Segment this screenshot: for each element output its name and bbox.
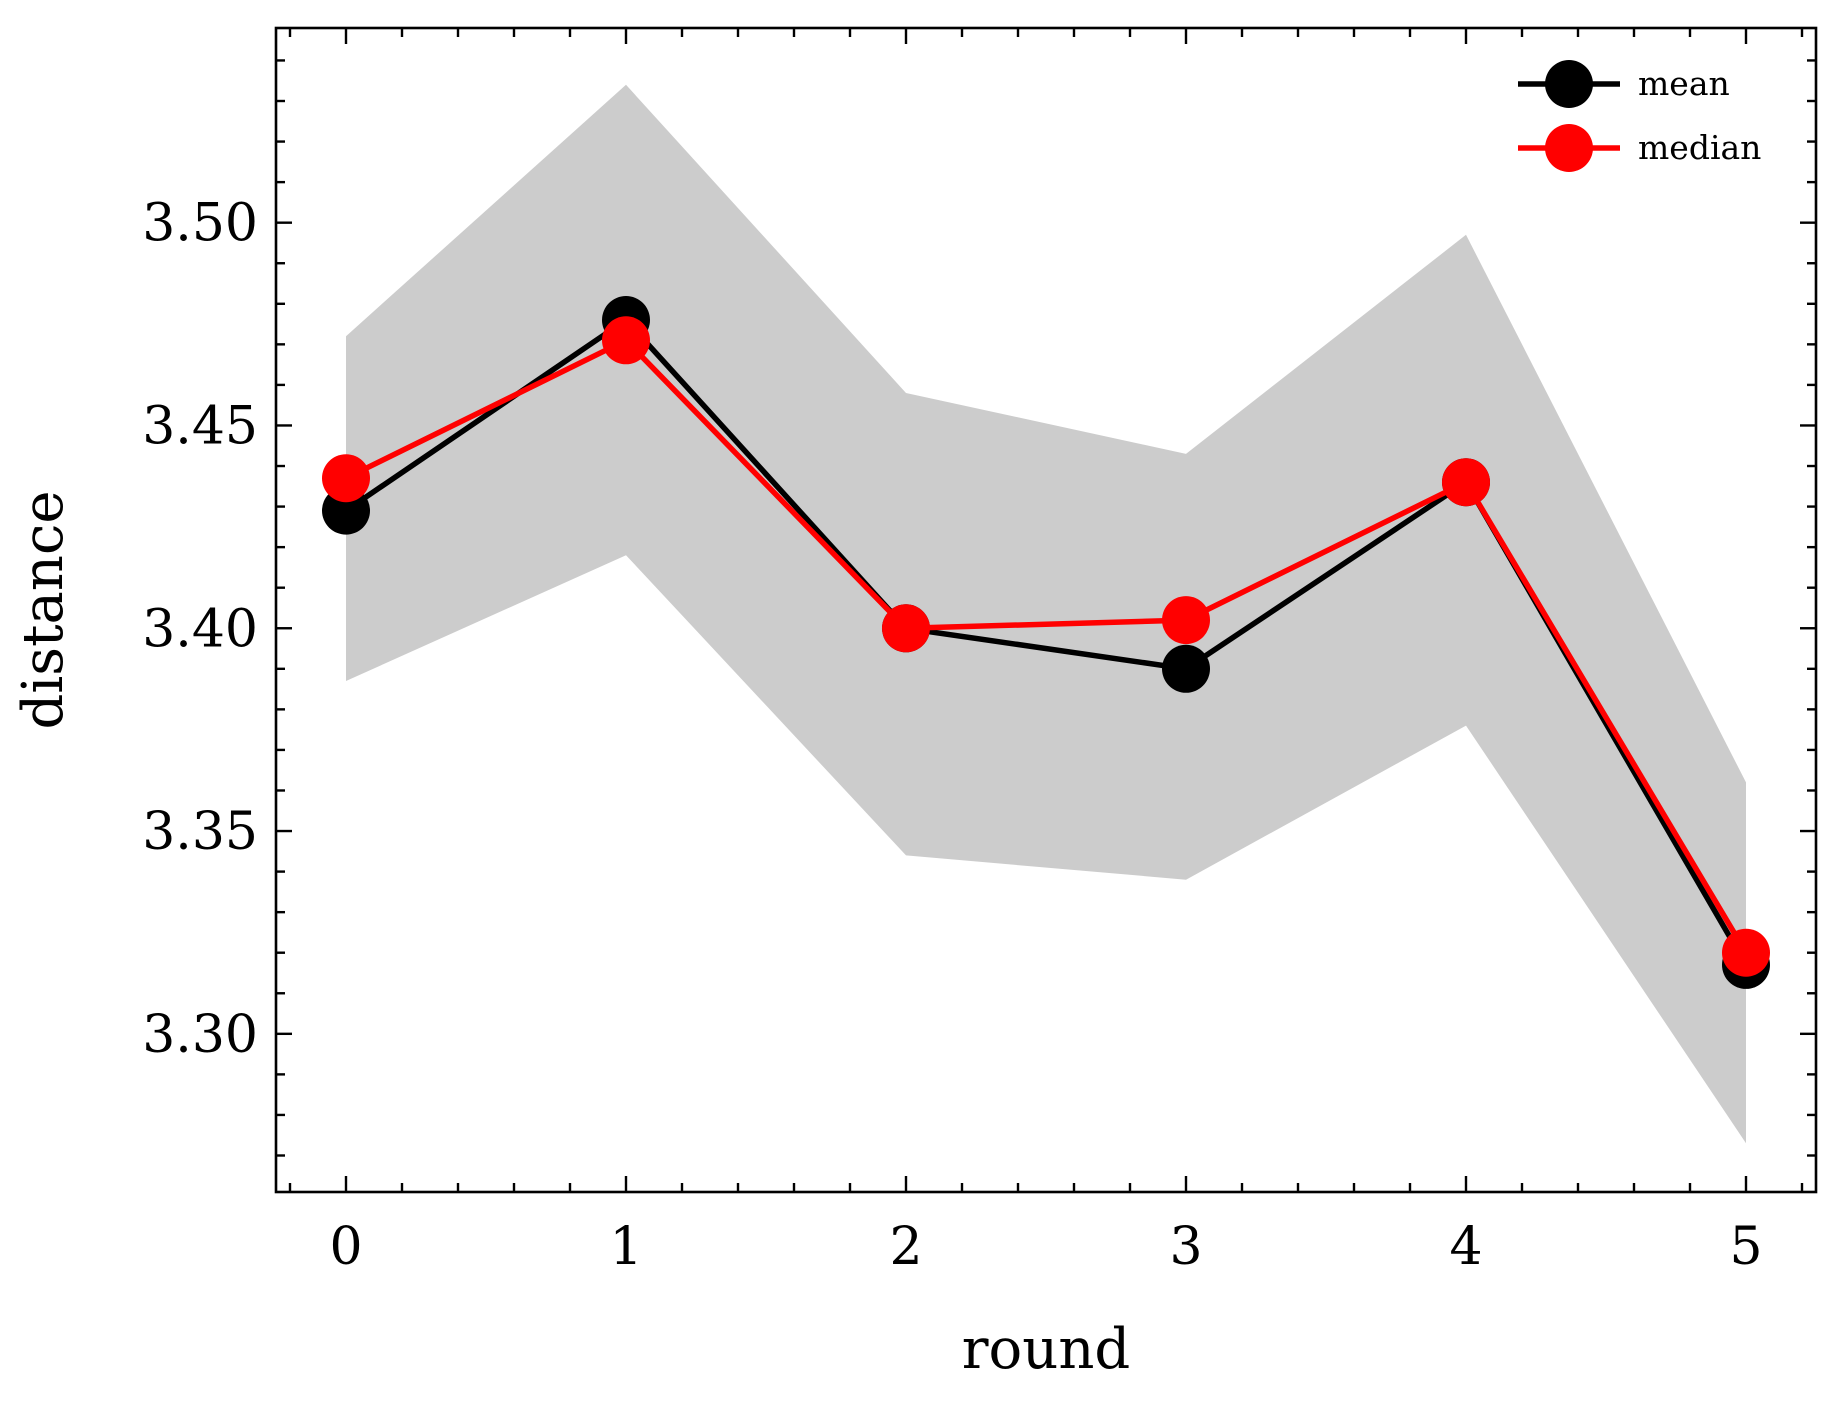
y-tick-label: 3.40 xyxy=(142,599,258,659)
data-point-median-5 xyxy=(1722,928,1770,977)
series-line-median xyxy=(344,337,1749,955)
legend: mean median xyxy=(1518,60,1761,172)
series-layer xyxy=(322,296,1770,989)
x-tick-label: 4 xyxy=(1449,1217,1482,1277)
y-tick-label: 3.35 xyxy=(142,802,258,862)
x-tick-label: 2 xyxy=(889,1217,922,1277)
plot-area-frame xyxy=(274,26,1818,1194)
y-axis-label: distance xyxy=(11,491,76,730)
data-point-median-4 xyxy=(1442,458,1490,507)
legend-swatch-marker xyxy=(1545,124,1593,172)
y-tick-labels: 3.30 3.35 3.40 3.45 3.50 xyxy=(142,194,258,1065)
data-point-median-2 xyxy=(882,604,930,653)
legend-item-mean: mean xyxy=(1518,60,1730,108)
data-point-median-3 xyxy=(1162,596,1210,645)
x-axis-label: round xyxy=(962,1317,1130,1382)
y-tick-label: 3.50 xyxy=(142,194,258,254)
legend-item-median: median xyxy=(1518,124,1761,172)
data-point-mean-3 xyxy=(1162,644,1210,693)
y-tick-label: 3.30 xyxy=(142,1005,258,1065)
x-tick-label: 3 xyxy=(1169,1217,1202,1277)
x-tick-labels: 0 1 2 3 4 5 xyxy=(329,1217,1762,1277)
confidence-band-layer xyxy=(346,84,1746,1144)
data-point-median-1 xyxy=(602,316,650,365)
confidence-band xyxy=(346,84,1746,1144)
x-tick-label: 1 xyxy=(609,1217,642,1277)
legend-swatch-marker xyxy=(1545,60,1593,108)
y-tick-label: 3.45 xyxy=(142,396,258,456)
data-point-median-0 xyxy=(322,454,370,503)
x-tick-label: 0 xyxy=(329,1217,362,1277)
x-tick-label: 5 xyxy=(1729,1217,1762,1277)
series-median xyxy=(322,316,1770,977)
legend-label: median xyxy=(1638,128,1761,167)
tick-marks xyxy=(276,28,1816,1192)
legend-label: mean xyxy=(1638,64,1730,103)
